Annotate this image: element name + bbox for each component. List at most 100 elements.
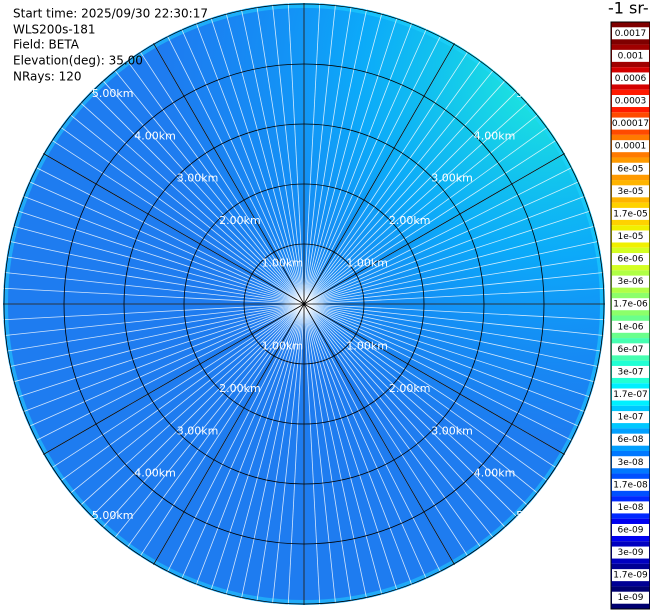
ray-gap (303, 3, 321, 305)
ray-gap (303, 303, 604, 336)
colorbar-label-box (612, 298, 649, 311)
range-ring (243, 243, 365, 365)
colorbar-tick-label: 0.0003 (615, 97, 647, 107)
range-rings: 1.00km 1.00km 1.00km 1.00km 2.00km 2.00km 2.00… (3, 3, 605, 605)
ray-gap (272, 4, 305, 305)
range-label: 5.00km (516, 87, 558, 100)
ray-gap (303, 303, 482, 548)
ray-gap (195, 22, 305, 305)
ray-gap (303, 303, 557, 469)
colorbar-tick-label: 1.7e-08 (613, 480, 648, 490)
spoke (303, 303, 455, 565)
ray-gap (210, 303, 305, 591)
colorbar-label-box (612, 27, 649, 40)
colorbar-label-box (612, 411, 649, 424)
ray-gap (17, 303, 305, 398)
ray-gap (303, 126, 548, 305)
ray-gap (303, 303, 352, 602)
colorbar-label-box (612, 253, 649, 266)
ray-gap (303, 303, 321, 605)
colorbar-tick-label: 1.7e-06 (613, 300, 648, 310)
ray-gap (90, 90, 305, 305)
ray-gap (60, 303, 305, 482)
ray-gap (303, 303, 602, 352)
range-label: 4.00km (134, 467, 176, 480)
ray-gap (3, 303, 305, 321)
colorbar-label-box (612, 320, 649, 333)
ray-gap (303, 303, 591, 398)
range-label: 3.00km (431, 172, 473, 185)
ray-gap (303, 303, 383, 595)
colorbar-tick-label: 0.0001 (615, 142, 647, 152)
ray-gap (303, 303, 518, 518)
ray-gap (225, 13, 305, 305)
ray-gap (303, 17, 398, 305)
ray-gap (35, 166, 305, 305)
range-label: 5.00km (92, 509, 134, 522)
colorbar-tick-label: 0.001 (618, 51, 644, 61)
ray-gap (6, 303, 305, 352)
ray-gap (303, 69, 494, 305)
ray-gap (303, 303, 442, 573)
colorbar: 0.0017 0.001 0.0006 0.0003 0.00017 0.0001 6e-0… (610, 21, 650, 610)
colorbar-label-box (612, 185, 649, 198)
colorbar-tick-label: 6e-09 (618, 525, 644, 535)
colorbar-label-box (612, 275, 649, 288)
ray-gap (139, 303, 305, 557)
ray-gap (303, 303, 599, 367)
ray-gap (303, 114, 539, 305)
ray-gap (303, 303, 427, 580)
ray-gap (256, 6, 305, 305)
ray-gap (22, 303, 305, 413)
ray-gap (181, 303, 305, 580)
ray-gap (166, 303, 305, 573)
range-label: 2.00km (389, 382, 431, 395)
colorbar-tick-label: 1e-07 (618, 413, 644, 423)
ray-gap (303, 303, 573, 442)
colorbar-label-box (612, 501, 649, 514)
ray-gap (303, 303, 413, 586)
ray-gap (225, 303, 305, 595)
spoke (43, 303, 305, 455)
ray-gap (9, 303, 305, 367)
ray-gap (102, 80, 305, 305)
colorbar-tick-label: 1e-09 (618, 593, 644, 603)
colorbar-label-box (612, 207, 649, 220)
ray-gap (303, 303, 586, 413)
colorbar-label-box (612, 343, 649, 356)
ray-gap (287, 303, 305, 605)
ray-gap (287, 3, 305, 305)
ray-gap (303, 28, 427, 305)
ray-gap (126, 303, 305, 548)
range-label: 3.00km (431, 424, 473, 437)
ray-gap (166, 35, 305, 305)
ray-gap (4, 303, 305, 336)
colorbar-tick-label: 0.00017 (612, 119, 649, 129)
spoke (303, 153, 565, 305)
range-label: 1.00km (346, 257, 388, 270)
ray-gap (28, 181, 305, 305)
ray-gap (60, 126, 305, 305)
colorbar-label-box (612, 230, 649, 243)
colorbar-label-box (612, 523, 649, 536)
colorbar-tick-label: 3e-06 (618, 277, 644, 287)
ray-gap (256, 303, 305, 602)
ray-gap (69, 303, 305, 494)
ray-gap (303, 139, 557, 305)
ray-gap (303, 9, 367, 305)
ray-gap (3, 287, 305, 305)
ray-gap (28, 303, 305, 427)
ray-gap (210, 17, 305, 305)
colorbar-tick-label: 0.0006 (615, 74, 647, 84)
ray-gap (9, 241, 305, 305)
ray-gap (126, 60, 305, 305)
colorbar-label-box (612, 569, 649, 582)
range-ring (3, 3, 605, 605)
ray-gap (114, 69, 305, 305)
range-label: 2.00km (219, 214, 261, 227)
colorbar-tick-label: 6e-08 (618, 435, 644, 445)
info-line: WLS200s-181 (13, 23, 96, 37)
ray-gap (303, 13, 383, 305)
colorbar-tick-label: 6e-05 (618, 164, 644, 174)
colorbar-tick-label: 6e-07 (618, 345, 644, 355)
